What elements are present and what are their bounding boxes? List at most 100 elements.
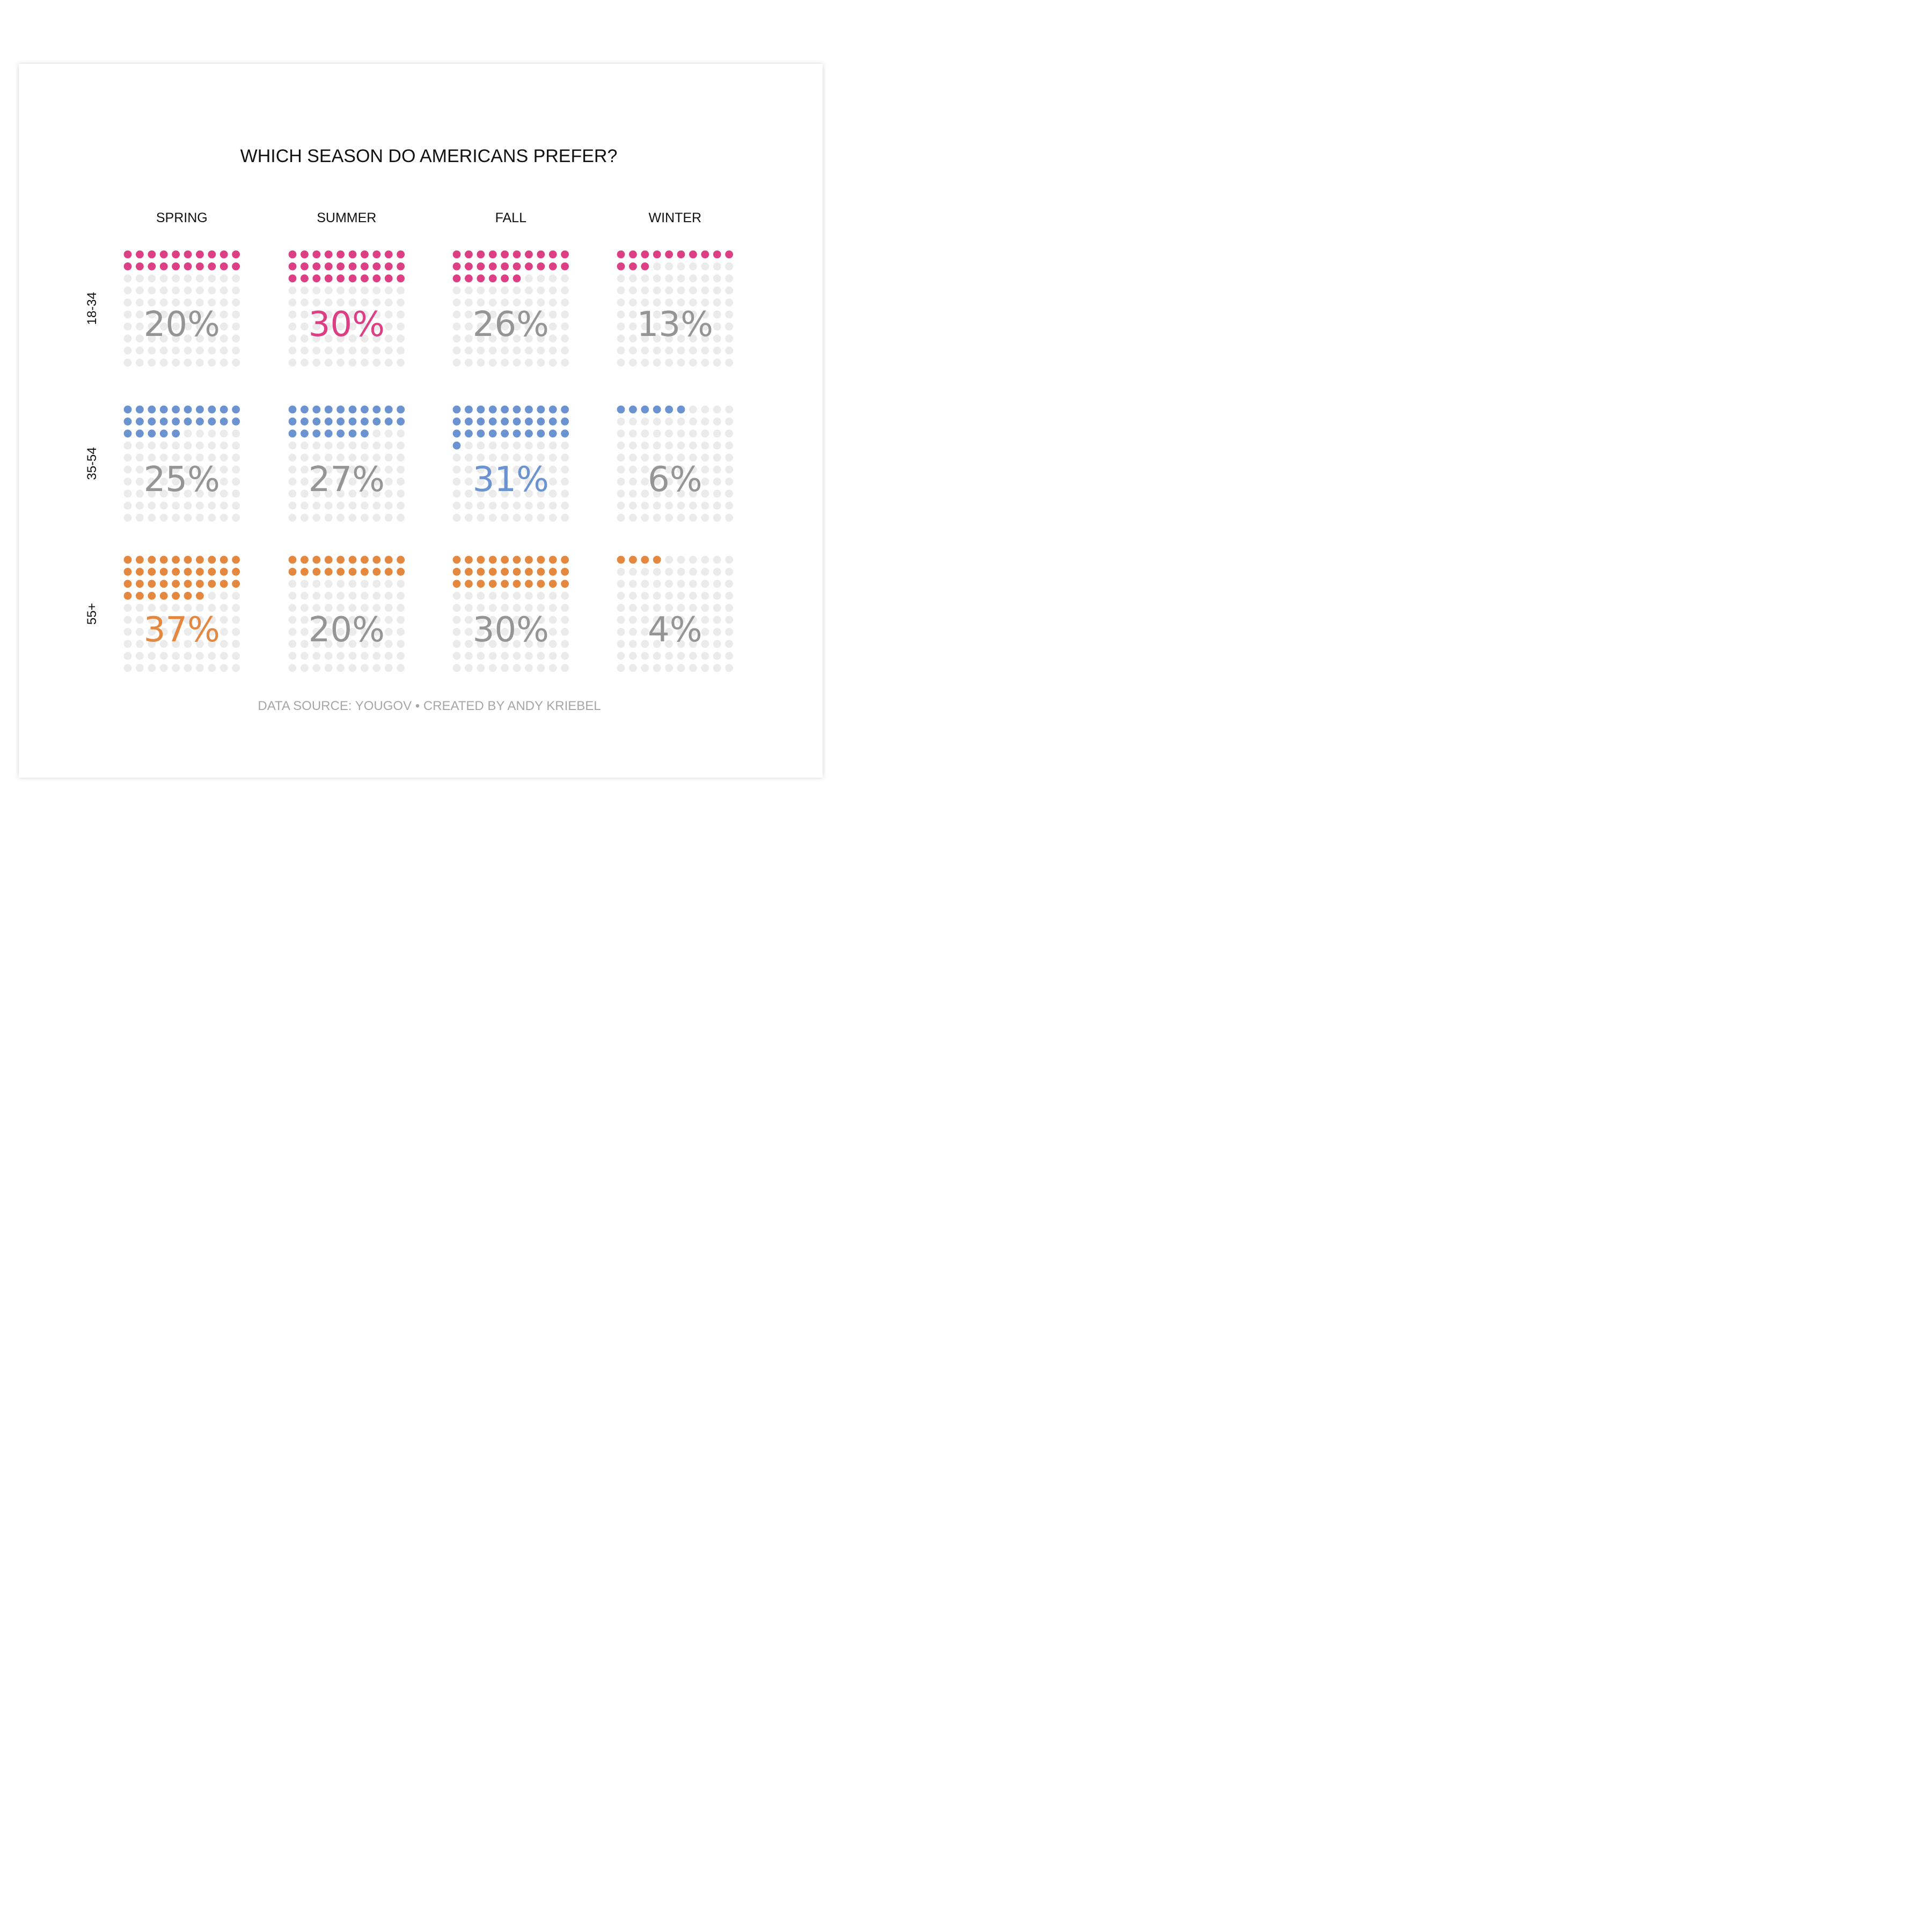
waffle-dot-empty xyxy=(465,591,473,600)
waffle-dot-empty xyxy=(372,514,381,522)
waffle-dot-filled xyxy=(488,262,497,270)
waffle-dot-empty xyxy=(324,334,333,343)
waffle-dot-empty xyxy=(641,453,649,462)
waffle-dot-filled xyxy=(123,429,132,438)
waffle-dot-empty xyxy=(629,580,637,588)
waffle-dot-empty xyxy=(617,441,625,450)
waffle-dot-empty xyxy=(172,628,180,636)
waffle-dot-empty xyxy=(208,501,216,510)
waffle-dot-empty xyxy=(172,640,180,648)
waffle-dot-empty xyxy=(184,334,192,343)
waffle-dot-empty xyxy=(232,274,240,283)
waffle-dot-empty xyxy=(172,664,180,672)
waffle-dot-empty xyxy=(336,298,345,306)
waffle-dot-filled xyxy=(641,405,649,414)
waffle-dot-empty xyxy=(159,286,168,295)
waffle-dot-filled xyxy=(397,418,405,426)
waffle-dot-empty xyxy=(348,664,357,672)
waffle-dot-empty xyxy=(288,489,297,498)
waffle-dot-empty xyxy=(537,286,545,295)
waffle-dot-empty xyxy=(561,591,569,600)
waffle-dot-empty xyxy=(488,489,497,498)
waffle-dot-empty xyxy=(513,334,521,343)
waffle-dot-filled xyxy=(136,262,144,270)
waffle-dot-filled xyxy=(301,250,309,259)
waffle-dot-filled xyxy=(361,555,369,564)
waffle-dot-filled xyxy=(525,555,533,564)
waffle-dot-empty xyxy=(665,616,673,624)
waffle-dot-empty xyxy=(452,334,461,343)
waffle-dot-empty xyxy=(548,274,557,283)
waffle-dot-filled xyxy=(513,555,521,564)
waffle-dot-empty xyxy=(488,604,497,612)
waffle-dot-empty xyxy=(232,664,240,672)
waffle-dot-filled xyxy=(561,568,569,576)
waffle-dot-empty xyxy=(123,334,132,343)
waffle-dot-empty xyxy=(537,628,545,636)
waffle-dot-filled xyxy=(548,555,557,564)
waffle-dot-empty xyxy=(501,310,509,319)
waffle-dot-empty xyxy=(501,478,509,486)
waffle-dot-empty xyxy=(537,664,545,672)
waffle-dot-empty xyxy=(525,664,533,672)
waffle-dot-filled xyxy=(184,580,192,588)
waffle-dot-empty xyxy=(689,262,697,270)
waffle-dot-filled xyxy=(184,262,192,270)
waffle-dot-empty xyxy=(196,310,204,319)
waffle-dot-filled xyxy=(348,555,357,564)
waffle-dot-filled xyxy=(123,591,132,600)
waffle-dot-empty xyxy=(452,616,461,624)
waffle-dot-empty xyxy=(348,640,357,648)
waffle-dot-empty xyxy=(172,310,180,319)
waffle-dot-empty xyxy=(465,323,473,331)
waffle-dot-empty xyxy=(384,616,393,624)
waffle-dot-filled xyxy=(629,250,637,259)
waffle-dot-empty xyxy=(336,652,345,660)
waffle-dot-filled xyxy=(208,250,216,259)
waffle-dot-empty xyxy=(689,568,697,576)
waffle-dot-empty xyxy=(196,616,204,624)
waffle-dot-filled xyxy=(136,591,144,600)
waffle-dot-empty xyxy=(196,334,204,343)
waffle-dot-empty xyxy=(713,334,721,343)
waffle-dot-empty xyxy=(713,591,721,600)
waffle-dot-empty xyxy=(689,323,697,331)
waffle-dot-filled xyxy=(172,429,180,438)
waffle-dot-empty xyxy=(501,591,509,600)
waffle-dot-filled xyxy=(136,429,144,438)
waffle-dot-empty xyxy=(501,323,509,331)
waffle-dot-empty xyxy=(348,358,357,367)
waffle-dot-filled xyxy=(208,580,216,588)
waffle-dot-empty xyxy=(361,664,369,672)
waffle-dot-empty xyxy=(689,616,697,624)
waffle-dot-empty xyxy=(525,298,533,306)
waffle-dot-empty xyxy=(561,274,569,283)
waffle-dot-filled xyxy=(548,580,557,588)
waffle-dot-empty xyxy=(677,604,685,612)
waffle-dot-empty xyxy=(219,334,228,343)
waffle-dot-empty xyxy=(653,286,661,295)
waffle-dot-empty xyxy=(324,604,333,612)
waffle-dot-filled xyxy=(196,262,204,270)
waffle-dot-empty xyxy=(689,628,697,636)
waffle-dot-empty xyxy=(172,286,180,295)
waffle-dot-empty xyxy=(629,334,637,343)
waffle-dot-empty xyxy=(713,358,721,367)
waffle-dot-empty xyxy=(513,514,521,522)
waffle-dot-empty xyxy=(665,298,673,306)
waffle-dot-empty xyxy=(713,514,721,522)
waffle-dot-empty xyxy=(677,489,685,498)
waffle-dot-empty xyxy=(288,358,297,367)
waffle-35-54-winter: 6% xyxy=(617,405,733,522)
waffle-dot-empty xyxy=(324,501,333,510)
waffle-dot-empty xyxy=(397,334,405,343)
waffle-dot-empty xyxy=(488,628,497,636)
waffle-dot-filled xyxy=(208,405,216,414)
waffle-dot-empty xyxy=(397,628,405,636)
waffle-dot-empty xyxy=(725,441,733,450)
waffle-dot-empty xyxy=(372,429,381,438)
waffle-dot-empty xyxy=(501,465,509,474)
waffle-dot-empty xyxy=(665,478,673,486)
waffle-dot-empty xyxy=(689,591,697,600)
waffle-dot-empty xyxy=(232,453,240,462)
